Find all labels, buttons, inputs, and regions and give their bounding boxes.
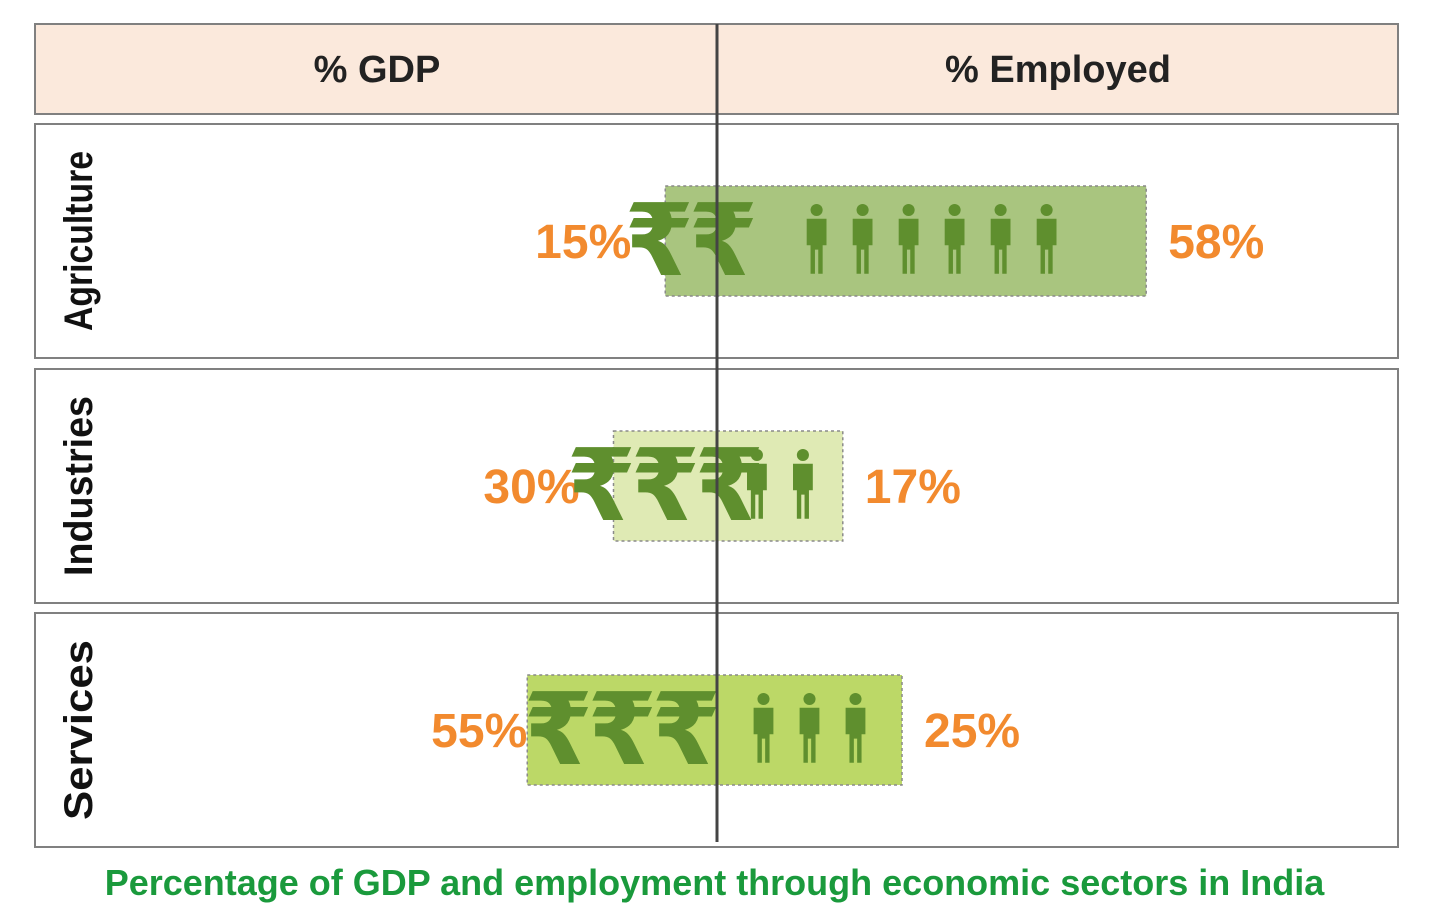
- employed-value-label: 17%: [865, 461, 961, 514]
- chart-caption: Percentage of GDP and employment through…: [104, 862, 1325, 903]
- gdp-bar: [664, 185, 718, 297]
- employed-value-label: 25%: [924, 705, 1020, 758]
- gdp-value-label: 30%: [483, 461, 579, 514]
- category-label: Services: [57, 640, 101, 820]
- gdp-value-label: 55%: [431, 705, 527, 758]
- gdp-bar: [526, 674, 718, 786]
- gdp-value-label: 15%: [535, 216, 631, 269]
- employed-column-header: % Employed: [945, 49, 1171, 91]
- rupee-icon: ₹: [587, 671, 657, 788]
- gdp-bar: [612, 430, 718, 542]
- rupee-icon: ₹: [630, 427, 700, 544]
- rupee-icon: ₹: [523, 671, 593, 788]
- category-label: Industries: [57, 396, 101, 576]
- rupee-icon: ₹: [651, 671, 721, 788]
- employed-bar: [716, 185, 1147, 297]
- chart: % GDP % Employed Agriculture 15% 58%₹₹Indu…: [34, 23, 1399, 848]
- employed-value-label: 58%: [1168, 216, 1264, 269]
- category-label: Agriculture: [57, 151, 101, 331]
- rupee-icon: ₹: [688, 182, 758, 299]
- rupee-icon: ₹: [566, 427, 636, 544]
- rupee-icon: ₹: [624, 182, 694, 299]
- gdp-column-header: % GDP: [314, 49, 441, 91]
